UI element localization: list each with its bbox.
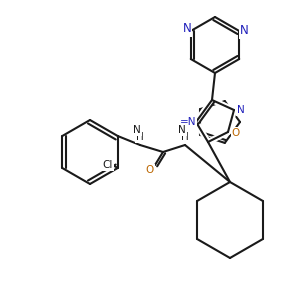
- Text: N: N: [133, 125, 141, 135]
- Text: N: N: [240, 25, 249, 38]
- Text: O: O: [146, 165, 154, 175]
- Text: =N: =N: [180, 117, 196, 127]
- Text: Cl: Cl: [103, 160, 113, 170]
- Text: N: N: [178, 125, 186, 135]
- Text: N: N: [182, 22, 191, 35]
- Text: O: O: [232, 128, 240, 138]
- Text: N: N: [237, 105, 245, 115]
- Text: H: H: [136, 132, 144, 142]
- Text: H: H: [181, 132, 189, 142]
